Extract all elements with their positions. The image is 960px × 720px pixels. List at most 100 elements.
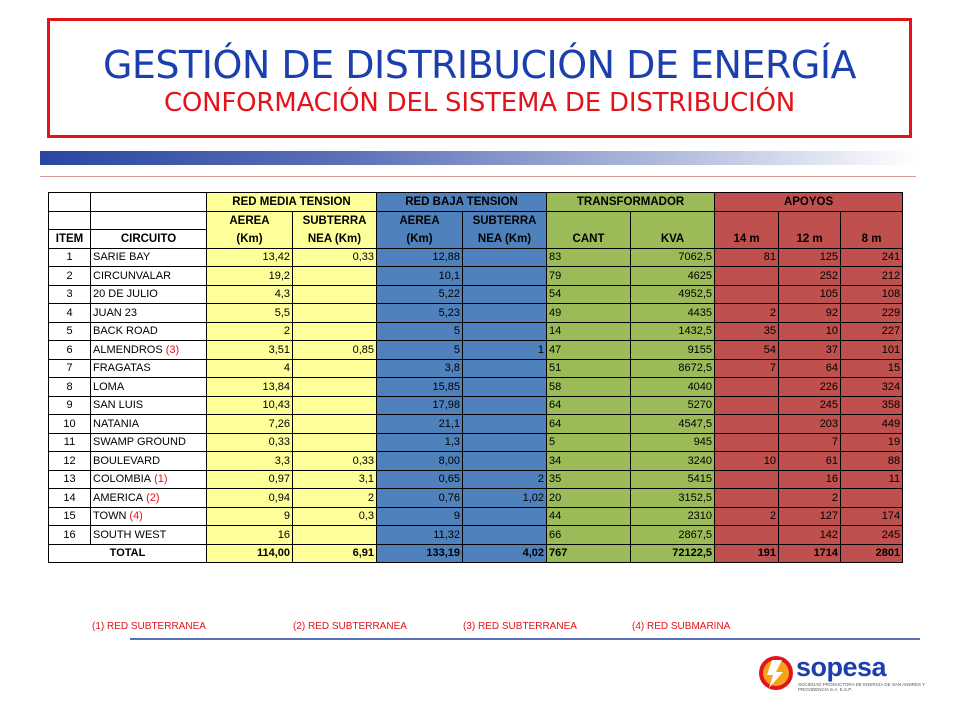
cell-12m: 125 xyxy=(778,247,842,267)
cell-12m: 2 xyxy=(778,488,842,508)
header-spacer xyxy=(90,192,207,212)
footnote-2: (2) RED SUBTERRANEA xyxy=(293,621,407,632)
cell-bt-sub xyxy=(462,414,548,434)
circuit-name: BOULEVARD xyxy=(93,454,161,467)
table-row: 15 TOWN (4) 9 0,3 9 44 2310 2 127 174 xyxy=(48,506,904,526)
cell-mt-sub xyxy=(291,432,378,452)
cell-bt-sub xyxy=(462,284,548,304)
table-row: 11 SWAMP GROUND 0,33 1,3 5 945 7 19 xyxy=(48,432,904,452)
divider-line xyxy=(40,176,916,177)
group-media-tension: RED MEDIA TENSION xyxy=(205,192,378,212)
cell-bt-sub: 1,02 xyxy=(462,488,548,508)
cell-mt-sub xyxy=(291,266,378,286)
cell-8m: 174 xyxy=(840,506,904,526)
cell-bt-aerea: 11,32 xyxy=(376,525,464,545)
col-kva: KVA xyxy=(630,229,716,249)
logo-name: sopesa xyxy=(796,652,887,682)
col-mt-sub-line2: NEA (Km) xyxy=(291,229,378,249)
header-spacer xyxy=(48,192,91,212)
cell-14m: 35 xyxy=(714,321,780,341)
cell-kva: 9155 xyxy=(630,340,716,360)
circuit-name: CIRCUNVALAR xyxy=(93,269,172,282)
cell-8m: 108 xyxy=(840,284,904,304)
table-row: 2 CIRCUNVALAR 19,2 10,1 79 4625 252 212 xyxy=(48,266,904,286)
cell-mt-aerea: 19,2 xyxy=(206,266,293,286)
cell-mt-sub xyxy=(291,284,378,304)
table-row: 9 SAN LUIS 10,43 17,98 64 5270 245 358 xyxy=(48,395,904,415)
cell-8m: 101 xyxy=(840,340,904,360)
cell-bt-aerea: 1,3 xyxy=(376,432,464,452)
cell-14m xyxy=(714,525,780,545)
col-cant: CANT xyxy=(546,229,632,249)
cell-mt-aerea: 13,84 xyxy=(206,377,293,397)
cell-mt-aerea: 0,97 xyxy=(206,469,293,489)
cell-bt-aerea: 5 xyxy=(376,321,464,341)
cell-cant: 66 xyxy=(546,525,632,545)
circuit-name: AMERICA xyxy=(93,491,144,504)
cell-kva: 2310 xyxy=(630,506,716,526)
cell-kva: 5270 xyxy=(630,395,716,415)
circuit-name: SAN LUIS xyxy=(93,399,144,412)
cell-12m: 10 xyxy=(778,321,842,341)
cell-bt-sub xyxy=(462,432,548,452)
group-apoyos: APOYOS xyxy=(714,192,904,212)
cell-circuito: SWAMP GROUND xyxy=(90,432,207,452)
cell-mt-aerea: 4 xyxy=(206,358,293,378)
cell-8m: 324 xyxy=(840,377,904,397)
cell-bt-sub: 2 xyxy=(462,469,548,489)
cell-item: 15 xyxy=(48,506,91,526)
total-bt-aerea: 133,19 xyxy=(376,543,464,563)
cell-cant: 5 xyxy=(546,432,632,452)
cell-14m xyxy=(714,488,780,508)
cell-cant: 14 xyxy=(546,321,632,341)
cell-14m xyxy=(714,432,780,452)
cell-kva: 4547,5 xyxy=(630,414,716,434)
circuit-name: SARIE BAY xyxy=(93,251,151,264)
cell-circuito: ALMENDROS (3) xyxy=(90,340,207,360)
table-row: 16 SOUTH WEST 16 11,32 66 2867,5 142 245 xyxy=(48,525,904,545)
circuit-note: (4) xyxy=(129,510,143,523)
cell-item: 12 xyxy=(48,451,91,471)
cell-8m: 358 xyxy=(840,395,904,415)
cell-12m: 203 xyxy=(778,414,842,434)
cell-bt-aerea: 5,23 xyxy=(376,303,464,323)
cell-12m: 92 xyxy=(778,303,842,323)
page-title: GESTIÓN DE DISTRIBUCIÓN DE ENERGÍA xyxy=(102,43,857,87)
cell-circuito: 20 DE JULIO xyxy=(90,284,207,304)
cell-mt-sub xyxy=(291,414,378,434)
cell-bt-aerea: 5 xyxy=(376,340,464,360)
cell-cant: 64 xyxy=(546,395,632,415)
cell-circuito: CIRCUNVALAR xyxy=(90,266,207,286)
col-mt-sub-line1: SUBTERRA xyxy=(291,210,378,230)
cell-circuito: SARIE BAY xyxy=(90,247,207,267)
cell-14m: 54 xyxy=(714,340,780,360)
cell-14m xyxy=(714,469,780,489)
cell-cant: 20 xyxy=(546,488,632,508)
cell-kva: 4952,5 xyxy=(630,284,716,304)
col-item: ITEM xyxy=(48,229,91,249)
cell-cant: 54 xyxy=(546,284,632,304)
cell-mt-sub: 2 xyxy=(291,488,378,508)
cell-mt-sub: 0,33 xyxy=(291,451,378,471)
cell-14m: 81 xyxy=(714,247,780,267)
cell-bt-aerea: 12,88 xyxy=(376,247,464,267)
cell-bt-aerea: 8,00 xyxy=(376,451,464,471)
cell-14m: 10 xyxy=(714,451,780,471)
cell-item: 2 xyxy=(48,266,91,286)
circuit-name: SWAMP GROUND xyxy=(93,436,186,449)
circuit-note: (1) xyxy=(154,473,168,486)
cell-kva: 8672,5 xyxy=(630,358,716,378)
cell-circuito: COLOMBIA (1) xyxy=(90,469,207,489)
cell-mt-aerea: 0,94 xyxy=(206,488,293,508)
cell-mt-aerea: 10,43 xyxy=(206,395,293,415)
cell-kva: 5415 xyxy=(630,469,716,489)
table-row: 13 COLOMBIA (1) 0,97 3,1 0,65 2 35 5415 16 11 xyxy=(48,469,904,489)
table-row: 1 SARIE BAY 13,42 0,33 12,88 83 7062,5 81 125 241 xyxy=(48,247,904,267)
cell-kva: 3240 xyxy=(630,451,716,471)
cell-item: 10 xyxy=(48,414,91,434)
cell-bt-aerea: 3,8 xyxy=(376,358,464,378)
cell-mt-sub: 0,3 xyxy=(291,506,378,526)
table-row: 6 ALMENDROS (3) 3,51 0,85 5 1 47 9155 54 37 101 xyxy=(48,340,904,360)
cell-bt-sub xyxy=(462,377,548,397)
distribution-table: RED MEDIA TENSION RED BAJA TENSION TRANS… xyxy=(48,192,904,563)
